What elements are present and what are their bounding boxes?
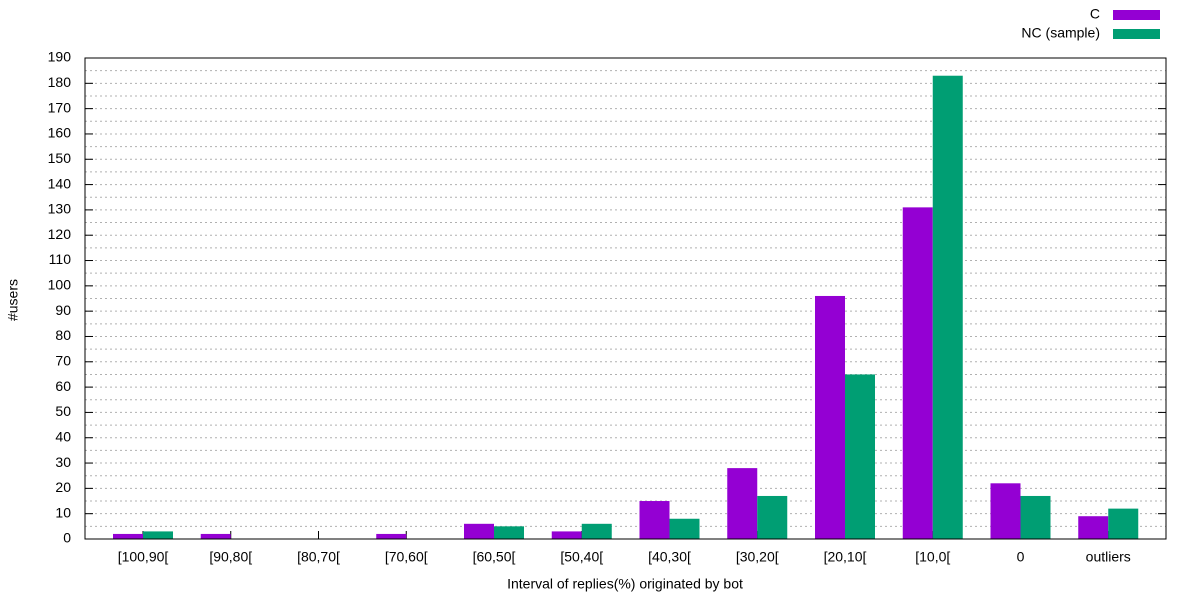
bar	[669, 518, 700, 539]
bar	[113, 533, 143, 539]
y-tick-label: 110	[49, 251, 72, 267]
y-tick-label: 100	[48, 277, 72, 293]
bar	[815, 295, 845, 539]
y-tick-label: 80	[55, 327, 71, 343]
x-tick-label: [100,90[	[118, 549, 169, 565]
y-tick-label: 70	[55, 352, 71, 368]
legend-swatch	[1113, 29, 1160, 39]
y-tick-label: 90	[55, 302, 71, 318]
bar	[990, 483, 1021, 539]
y-tick-label: 30	[55, 454, 71, 470]
y-tick-label: 60	[55, 378, 71, 394]
y-tick-label: 40	[55, 428, 71, 444]
x-axis-label: Interval of replies(%) originated by bot	[507, 576, 743, 592]
bar	[639, 501, 670, 539]
x-tick-label: [10,0[	[915, 549, 950, 565]
x-tick-label: [70,60[	[385, 549, 428, 565]
bar	[757, 495, 788, 539]
bar	[494, 526, 524, 539]
bar	[932, 75, 963, 539]
bar	[551, 531, 582, 539]
bar	[581, 523, 612, 539]
bar	[902, 207, 933, 539]
x-tick-label: [40,30[	[648, 549, 691, 565]
x-tick-label: [90,80[	[209, 549, 252, 565]
bar	[1078, 516, 1109, 539]
bar	[143, 531, 173, 539]
y-tick-label: 180	[48, 74, 72, 90]
x-tick-label: [50,40[	[560, 549, 603, 565]
bar	[727, 468, 758, 539]
legend-label: C	[1090, 6, 1100, 22]
legend-swatch	[1113, 10, 1160, 20]
y-tick-label: 150	[48, 150, 72, 166]
y-tick-label: 170	[48, 99, 72, 115]
x-tick-label: 0	[1017, 549, 1025, 565]
y-axis-label: #users	[5, 279, 21, 321]
x-tick-label: [20,10[	[824, 549, 867, 565]
y-tick-label: 50	[55, 403, 71, 419]
bar	[1108, 508, 1139, 539]
y-tick-label: 10	[55, 504, 71, 520]
y-tick-label: 20	[55, 479, 71, 495]
x-tick-label: [60,50[	[473, 549, 516, 565]
bar	[464, 523, 494, 539]
y-tick-label: 0	[63, 530, 71, 546]
bar	[200, 533, 231, 539]
x-tick-label: [80,70[	[297, 549, 340, 565]
bar	[845, 374, 875, 539]
plot-border	[84, 57, 1167, 540]
y-tick-label: 120	[48, 226, 72, 242]
x-tick-label: outliers	[1086, 549, 1131, 565]
y-tick-label: 160	[48, 125, 72, 141]
bar	[376, 533, 407, 539]
y-tick-label: 190	[48, 49, 72, 65]
legend-label: NC (sample)	[1021, 25, 1100, 41]
y-tick-label: 130	[48, 201, 72, 217]
y-tick-label: 140	[48, 175, 72, 191]
bar	[1020, 495, 1051, 539]
x-tick-label: [30,20[	[736, 549, 779, 565]
